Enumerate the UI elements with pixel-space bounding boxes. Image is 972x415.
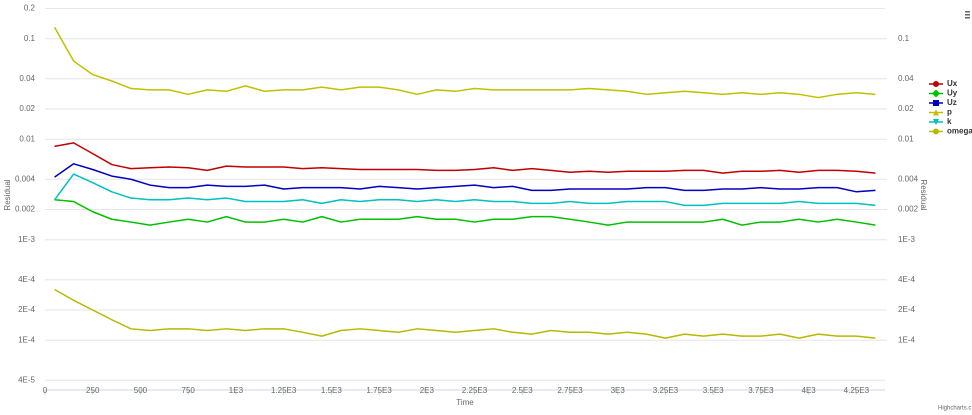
y2-axis-title: Residual [919,179,928,210]
x-tick-label: 1.25E3 [271,386,297,395]
y2-tick-label: 2E-4 [898,305,915,314]
y-tick-label: 0.002 [15,205,36,214]
legend-marker[interactable] [933,81,939,87]
y-tick-label: 1E-3 [18,235,35,244]
y2-tick-label: 0.04 [898,74,914,83]
legend-label[interactable]: p [947,108,952,117]
series-line [53,26,876,99]
y2-tick-label: 0.02 [898,104,914,113]
series-line [54,199,876,226]
y-tick-label: 4E-5 [18,375,35,384]
legend-marker[interactable] [933,100,939,106]
y-tick-label: 2E-4 [18,305,35,314]
x-tick-label: 250 [86,386,100,395]
x-tick-label: 3E3 [611,386,626,395]
y-tick-label: 1E-4 [18,335,35,344]
x-tick-label: 2E3 [420,386,435,395]
x-tick-label: 750 [182,386,196,395]
x-tick-label: 1.5E3 [321,386,342,395]
legend-label[interactable]: Uz [947,98,957,107]
x-tick-label: 3.75E3 [748,386,774,395]
x-tick-label: 500 [134,386,148,395]
y-tick-label: 4E-4 [18,275,35,284]
x-tick-label: 1.75E3 [366,386,392,395]
menu-button[interactable] [965,11,970,19]
y2-tick-label: 0.1 [898,34,910,43]
legend-marker[interactable] [933,119,939,125]
credit[interactable]: Highcharts.c [938,406,971,412]
y-tick-label: 0.02 [19,104,35,113]
legend-label[interactable]: k [947,117,952,126]
y-tick-label: 0.004 [15,174,36,183]
x-tick-label: 4E3 [802,386,817,395]
y-tick-label: 0.04 [19,74,35,83]
y-axis-title: Residual [3,179,12,210]
legend-label[interactable]: Ux [947,79,958,88]
x-tick-label: 1E3 [229,386,244,395]
x-tick-label: 2.5E3 [512,386,533,395]
x-tick-label: 2.75E3 [557,386,583,395]
y-tick-label: 0.1 [24,34,36,43]
x-tick-label: 2.25E3 [462,386,488,395]
x-tick-label: 0 [43,386,48,395]
x-tick-label: 3.25E3 [653,386,679,395]
y2-tick-label: 1E-3 [898,235,915,244]
legend-label[interactable]: omega [947,127,972,136]
legend-marker[interactable] [933,109,939,116]
x-axis-title: Time [456,398,474,407]
y2-tick-label: 1E-4 [898,335,915,344]
y-tick-label: 0.01 [19,134,35,143]
y-tick-label: 0.2 [24,4,36,13]
series-line [54,288,876,339]
y2-tick-label: 0.004 [898,174,919,183]
x-tick-label: 3.5E3 [703,386,724,395]
y2-tick-label: 0.01 [898,134,914,143]
legend-marker[interactable] [932,89,940,98]
series-line [53,173,876,207]
y2-tick-label: 4E-4 [898,275,915,284]
x-tick-label: 4.25E3 [844,386,870,395]
legend-label[interactable]: Uy [947,89,958,98]
series-line [54,163,876,193]
y2-tick-label: 0.002 [898,205,919,214]
legend-marker[interactable] [933,128,939,135]
series-line [54,142,876,174]
